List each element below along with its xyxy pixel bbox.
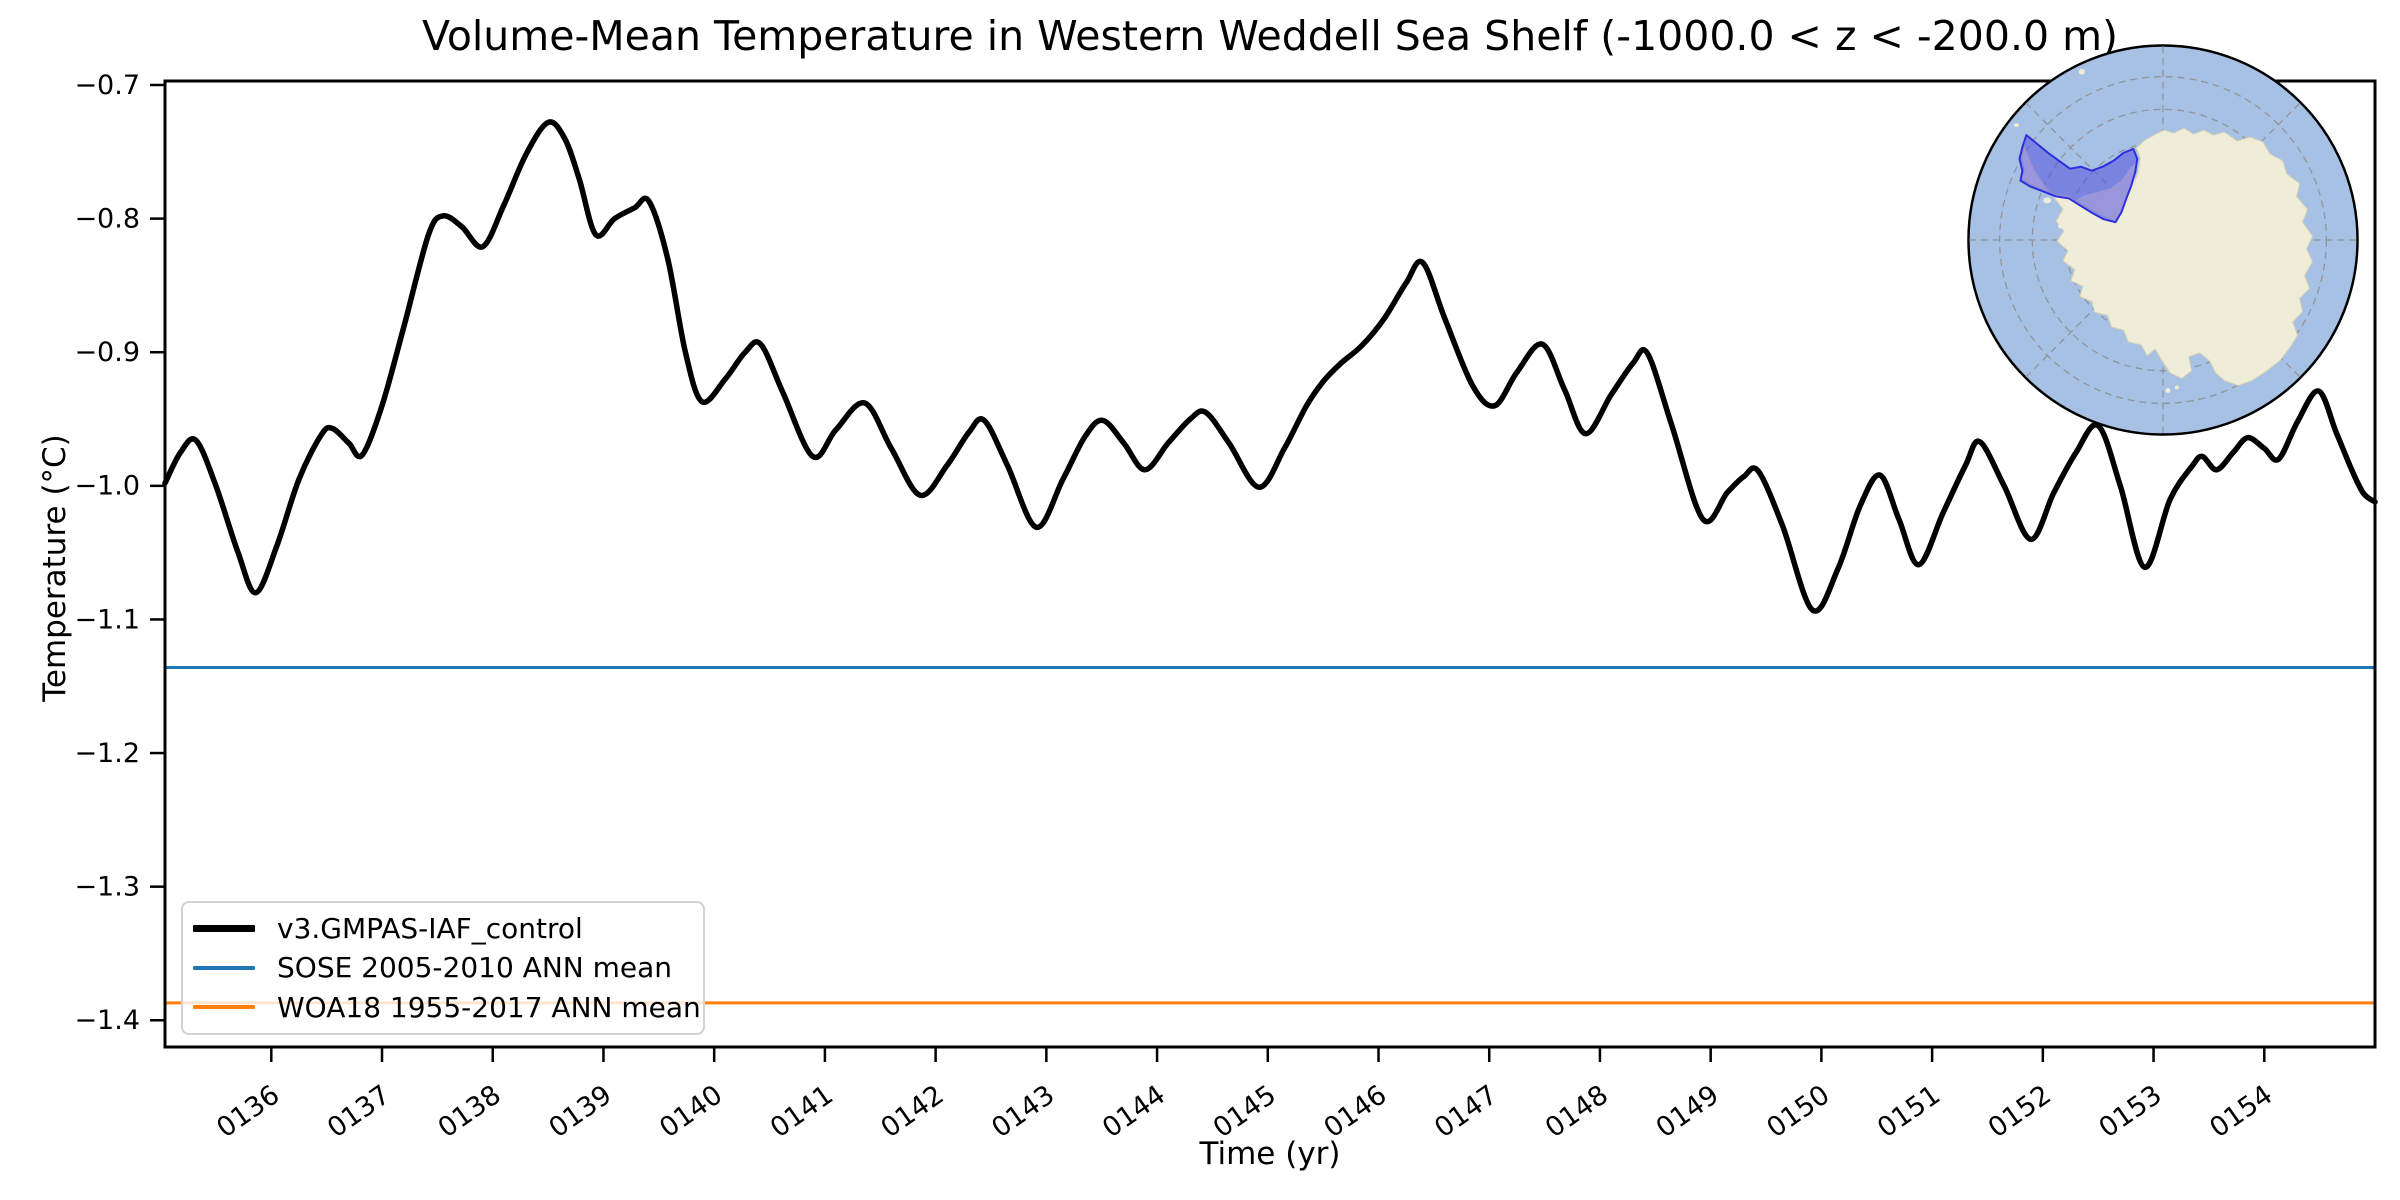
y-axis-label: Temperature (°C) bbox=[37, 434, 73, 702]
legend-line-swatch-control bbox=[193, 925, 255, 933]
legend-item: v3.GMPAS-IAF_control bbox=[193, 909, 693, 948]
plot-area-border bbox=[163, 79, 2377, 1049]
antarctica-inset-map bbox=[1967, 44, 2359, 436]
x-tick-label: 0138 bbox=[433, 1079, 507, 1144]
x-tick-label: 0140 bbox=[654, 1079, 728, 1144]
y-axis: −0.7 −0.8 −0.9 −1.0 −1.1 −1.2 −1.3 −1.4 bbox=[74, 70, 165, 1036]
x-tick-label: 0142 bbox=[876, 1079, 950, 1144]
y-tick-label: −1.3 bbox=[74, 872, 140, 903]
x-tick-label: 0136 bbox=[211, 1079, 285, 1144]
x-axis-label: Time (yr) bbox=[1199, 1136, 1341, 1172]
y-tick-label: −0.8 bbox=[74, 204, 140, 235]
legend-line-swatch-sose bbox=[193, 965, 255, 970]
x-tick-label: 0137 bbox=[322, 1079, 396, 1144]
x-tick-label: 0149 bbox=[1651, 1079, 1725, 1144]
legend-label: WOA18 1955-2017 ANN mean bbox=[277, 990, 701, 1024]
x-axis: 0136 0137 0138 0139 0140 0141 0142 0143 0144 0145… bbox=[211, 1047, 2278, 1144]
y-tick-label: −1.0 bbox=[74, 471, 140, 502]
x-tick-label: 0139 bbox=[543, 1079, 617, 1144]
control-series-line bbox=[162, 119, 2378, 614]
x-tick-label: 0145 bbox=[1208, 1079, 1282, 1144]
x-tick-label: 0144 bbox=[1097, 1079, 1171, 1144]
x-tick-label: 0154 bbox=[2204, 1079, 2278, 1144]
x-tick-label: 0147 bbox=[1429, 1079, 1503, 1144]
legend-line-swatch-woa bbox=[193, 1005, 255, 1010]
legend-item: SOSE 2005-2010 ANN mean bbox=[193, 948, 693, 987]
x-tick-label: 0146 bbox=[1318, 1079, 1392, 1144]
y-tick-label: −1.4 bbox=[74, 1005, 140, 1036]
x-tick-label: 0152 bbox=[1983, 1079, 2057, 1144]
x-tick-label: 0153 bbox=[2094, 1079, 2168, 1144]
legend-item: WOA18 1955-2017 ANN mean bbox=[193, 988, 701, 1027]
y-tick-label: −0.7 bbox=[74, 70, 140, 101]
legend: v3.GMPAS-IAF_control SOSE 2005-2010 ANN … bbox=[181, 901, 705, 1035]
y-tick-label: −1.1 bbox=[74, 604, 140, 635]
weddell-region-highlight bbox=[2018, 134, 2139, 224]
y-tick-label: −1.2 bbox=[74, 738, 140, 769]
x-tick-label: 0150 bbox=[1761, 1079, 1835, 1144]
x-tick-label: 0148 bbox=[1540, 1079, 1614, 1144]
y-tick-label: −0.9 bbox=[74, 337, 140, 368]
legend-label: v3.GMPAS-IAF_control bbox=[277, 912, 583, 946]
legend-label: SOSE 2005-2010 ANN mean bbox=[277, 951, 673, 985]
map-islands bbox=[2014, 68, 2179, 393]
x-tick-label: 0141 bbox=[765, 1079, 839, 1144]
x-tick-label: 0143 bbox=[986, 1079, 1060, 1144]
chart-title: Volume-Mean Temperature in Western Wedde… bbox=[421, 12, 2119, 60]
x-tick-label: 0151 bbox=[1872, 1079, 1946, 1144]
